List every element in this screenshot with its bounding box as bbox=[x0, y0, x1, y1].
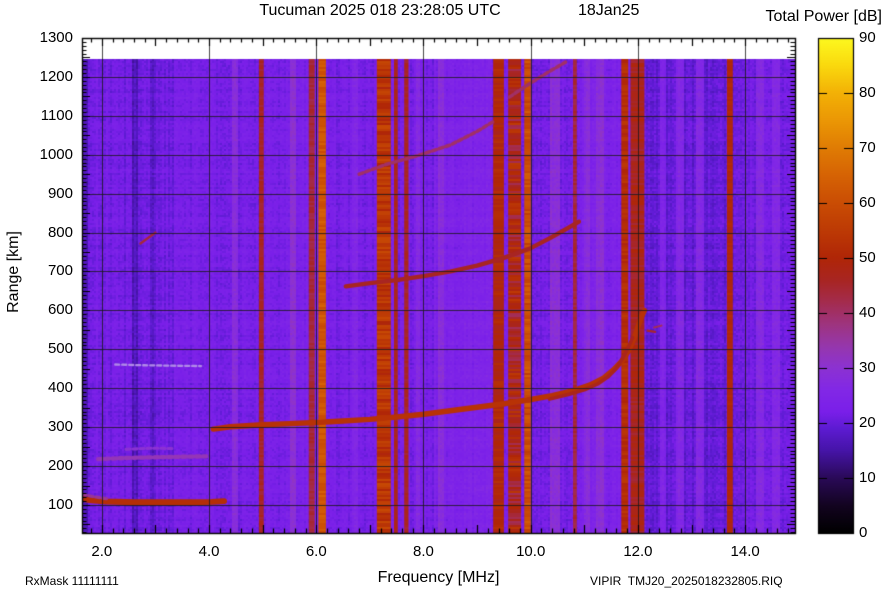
colorbar-tick-label: 10 bbox=[859, 469, 876, 486]
y-tick-label: 1100 bbox=[40, 106, 73, 124]
y-tick-label: 900 bbox=[47, 184, 73, 202]
colorbar-tick-label: 30 bbox=[859, 359, 876, 376]
file-name-label: VIPIR TMJ20_2025018232805.RIQ bbox=[590, 574, 783, 588]
y-tick-label: 1000 bbox=[39, 145, 73, 163]
y-tick-label: 500 bbox=[47, 340, 73, 358]
x-tick-label: 4.0 bbox=[198, 543, 220, 560]
x-tick-label: 12.0 bbox=[623, 543, 653, 560]
colorbar-tick-label: 50 bbox=[859, 249, 876, 266]
x-tick-label: 6.0 bbox=[305, 543, 327, 560]
y-tick-label: 600 bbox=[47, 301, 73, 319]
colorbar-tick-label: 20 bbox=[859, 414, 876, 431]
colorbar-tick-label: 0 bbox=[859, 524, 868, 541]
date-label: 18Jan25 bbox=[578, 2, 640, 19]
y-tick-label: 200 bbox=[47, 457, 73, 475]
y-tick-label: 700 bbox=[47, 262, 73, 280]
x-tick-label: 14.0 bbox=[730, 543, 760, 560]
colorbar-title: Total Power [dB] bbox=[765, 8, 883, 25]
colorbar-tick-label: 80 bbox=[859, 84, 876, 101]
y-tick-label: 800 bbox=[47, 223, 73, 241]
x-tick-label: 2.0 bbox=[91, 543, 113, 560]
y-tick-label: 1300 bbox=[39, 29, 73, 46]
x-tick-label: 8.0 bbox=[413, 543, 434, 560]
y-tick-label: 400 bbox=[47, 379, 73, 397]
y-tick-label: 1200 bbox=[39, 67, 73, 85]
y-tick-label: 100 bbox=[47, 495, 73, 513]
x-tick-label: 10.0 bbox=[516, 543, 546, 560]
colorbar-tick-label: 70 bbox=[859, 139, 876, 156]
y-tick-label: 300 bbox=[47, 418, 73, 436]
x-axis-label: Frequency [MHz] bbox=[377, 569, 500, 586]
colorbar-tick-label: 60 bbox=[859, 194, 876, 211]
rxmask-label: RxMask 11111111 bbox=[25, 574, 119, 588]
page-title: Tucuman 2025 018 23:28:05 UTC bbox=[259, 2, 501, 19]
colorbar-tick-label: 90 bbox=[859, 29, 876, 46]
colorbar-tick-label: 40 bbox=[859, 304, 876, 321]
